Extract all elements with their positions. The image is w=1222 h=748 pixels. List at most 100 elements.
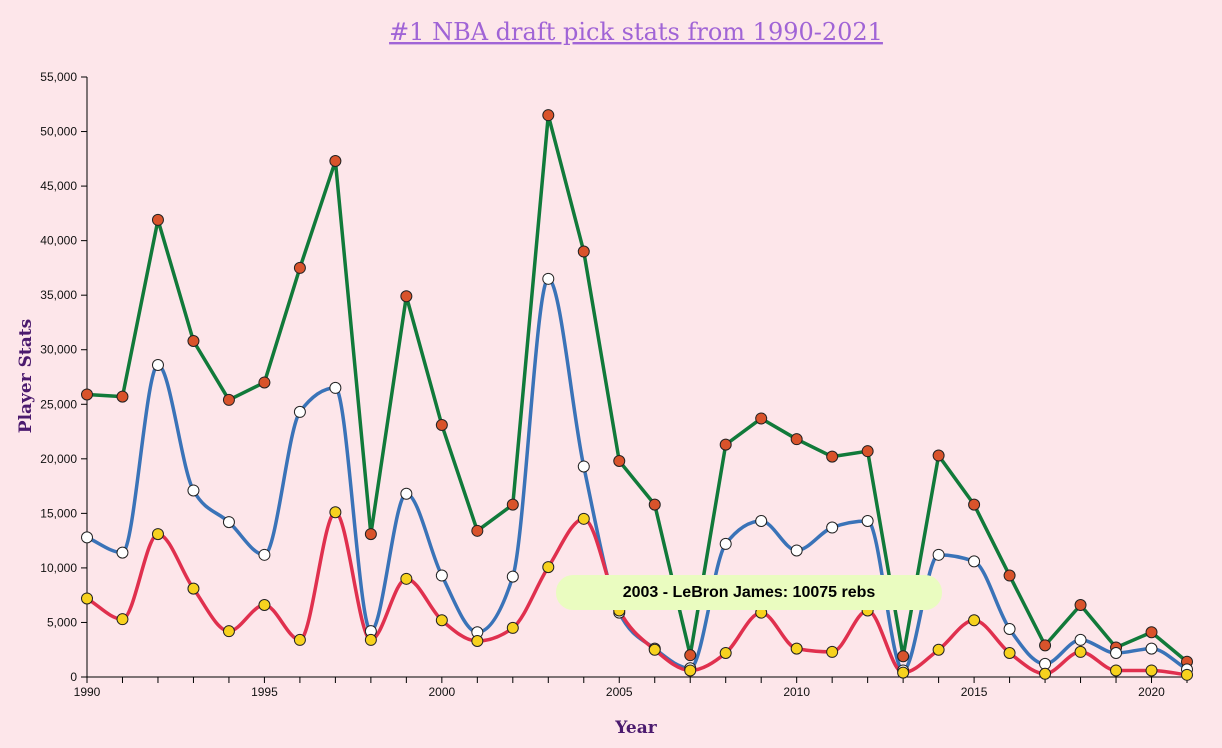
data-point-1[interactable] <box>151 359 164 371</box>
data-point-1[interactable] <box>719 537 732 550</box>
series-markers[interactable] <box>81 109 1193 681</box>
data-point-2[interactable] <box>222 625 235 638</box>
data-point-0[interactable] <box>755 412 768 425</box>
data-point-1[interactable] <box>968 555 981 568</box>
data-point-1[interactable] <box>1074 633 1087 646</box>
data-point-2[interactable] <box>1039 667 1052 680</box>
data-point-1[interactable] <box>187 484 200 497</box>
data-point-1[interactable] <box>506 570 519 583</box>
data-point-1[interactable] <box>258 548 271 561</box>
data-point-0[interactable] <box>790 433 803 446</box>
data-point-0[interactable] <box>364 528 377 541</box>
data-point-2[interactable] <box>1074 645 1087 658</box>
data-point-0[interactable] <box>329 155 342 167</box>
data-point-0[interactable] <box>684 649 697 662</box>
data-point-0[interactable] <box>116 390 129 403</box>
data-point-1[interactable] <box>81 531 93 544</box>
y-tick-label: 25,000 <box>40 397 77 411</box>
data-point-2[interactable] <box>400 572 413 585</box>
data-point-0[interactable] <box>542 109 555 122</box>
data-point-2[interactable] <box>1110 664 1123 677</box>
data-point-2[interactable] <box>968 614 981 627</box>
data-point-0[interactable] <box>861 445 874 458</box>
data-point-0[interactable] <box>1039 639 1052 652</box>
data-point-2[interactable] <box>116 613 129 626</box>
data-point-1[interactable] <box>116 546 129 559</box>
x-tick-label: 2005 <box>606 685 633 699</box>
data-point-0[interactable] <box>435 419 448 431</box>
data-point-0[interactable] <box>258 376 271 389</box>
data-point-2[interactable] <box>1181 668 1193 681</box>
data-point-2[interactable] <box>577 512 590 525</box>
data-point-1[interactable] <box>755 515 768 527</box>
x-tick-label: 1995 <box>251 685 278 699</box>
data-point-1[interactable] <box>577 460 590 473</box>
data-point-2[interactable] <box>1145 664 1158 677</box>
data-point-0[interactable] <box>1145 626 1158 639</box>
y-tick-label: 5,000 <box>47 615 77 629</box>
data-point-0[interactable] <box>187 335 200 347</box>
data-point-2[interactable] <box>826 645 839 658</box>
data-point-2[interactable] <box>471 635 484 647</box>
data-point-0[interactable] <box>506 498 519 511</box>
data-point-2[interactable] <box>258 599 271 611</box>
data-point-1[interactable] <box>1003 623 1016 635</box>
data-point-0[interactable] <box>897 650 910 663</box>
y-tick-label: 35,000 <box>40 288 77 302</box>
data-point-1[interactable] <box>1110 647 1123 659</box>
tooltip-background <box>556 575 942 610</box>
data-point-0[interactable] <box>968 498 981 511</box>
data-point-2[interactable] <box>364 633 377 646</box>
data-point-2[interactable] <box>897 666 910 679</box>
data-point-1[interactable] <box>1145 642 1158 655</box>
data-point-0[interactable] <box>81 388 93 401</box>
data-point-1[interactable] <box>790 544 803 557</box>
data-point-1[interactable] <box>329 381 342 394</box>
y-tick-label: 15,000 <box>40 506 77 520</box>
data-point-2[interactable] <box>187 582 200 595</box>
data-point-2[interactable] <box>151 528 164 541</box>
data-point-2[interactable] <box>293 633 306 646</box>
data-point-1[interactable] <box>861 515 874 527</box>
data-point-1[interactable] <box>400 487 413 500</box>
data-point-1[interactable] <box>222 516 235 529</box>
data-point-0[interactable] <box>222 393 235 406</box>
data-point-0[interactable] <box>151 213 164 226</box>
data-point-2[interactable] <box>542 561 555 574</box>
data-point-2[interactable] <box>790 642 803 655</box>
data-point-2[interactable] <box>1003 647 1016 659</box>
x-tick-label: 1990 <box>74 685 101 699</box>
x-tick-label: 2020 <box>1138 685 1165 699</box>
y-tick-label: 20,000 <box>40 452 77 466</box>
y-tick-label: 0 <box>70 670 77 684</box>
data-point-0[interactable] <box>400 290 413 303</box>
data-point-0[interactable] <box>826 450 839 463</box>
data-point-2[interactable] <box>648 643 661 656</box>
data-point-2[interactable] <box>932 643 945 656</box>
data-point-0[interactable] <box>293 261 306 274</box>
data-point-2[interactable] <box>435 614 448 627</box>
x-tick-label: 2010 <box>783 685 810 699</box>
data-point-2[interactable] <box>81 592 93 605</box>
y-tick-label: 45,000 <box>40 179 77 193</box>
data-point-0[interactable] <box>1074 599 1087 611</box>
data-point-0[interactable] <box>471 524 484 537</box>
data-point-2[interactable] <box>329 506 342 519</box>
data-point-2[interactable] <box>684 664 697 677</box>
data-point-2[interactable] <box>506 621 519 634</box>
data-point-1[interactable] <box>542 272 555 285</box>
data-point-1[interactable] <box>826 521 839 534</box>
data-point-1[interactable] <box>435 569 448 582</box>
data-point-1[interactable] <box>932 548 945 561</box>
x-tick-label: 2015 <box>961 685 988 699</box>
data-point-0[interactable] <box>648 498 661 511</box>
data-point-0[interactable] <box>577 245 590 258</box>
data-point-0[interactable] <box>719 438 732 451</box>
data-point-0[interactable] <box>1003 569 1016 582</box>
data-point-1[interactable] <box>293 405 306 418</box>
y-tick-label: 55,000 <box>40 70 77 84</box>
data-point-2[interactable] <box>719 647 732 659</box>
data-point-0[interactable] <box>932 449 945 462</box>
data-point-0[interactable] <box>613 455 626 467</box>
y-tick-label: 50,000 <box>40 125 77 139</box>
